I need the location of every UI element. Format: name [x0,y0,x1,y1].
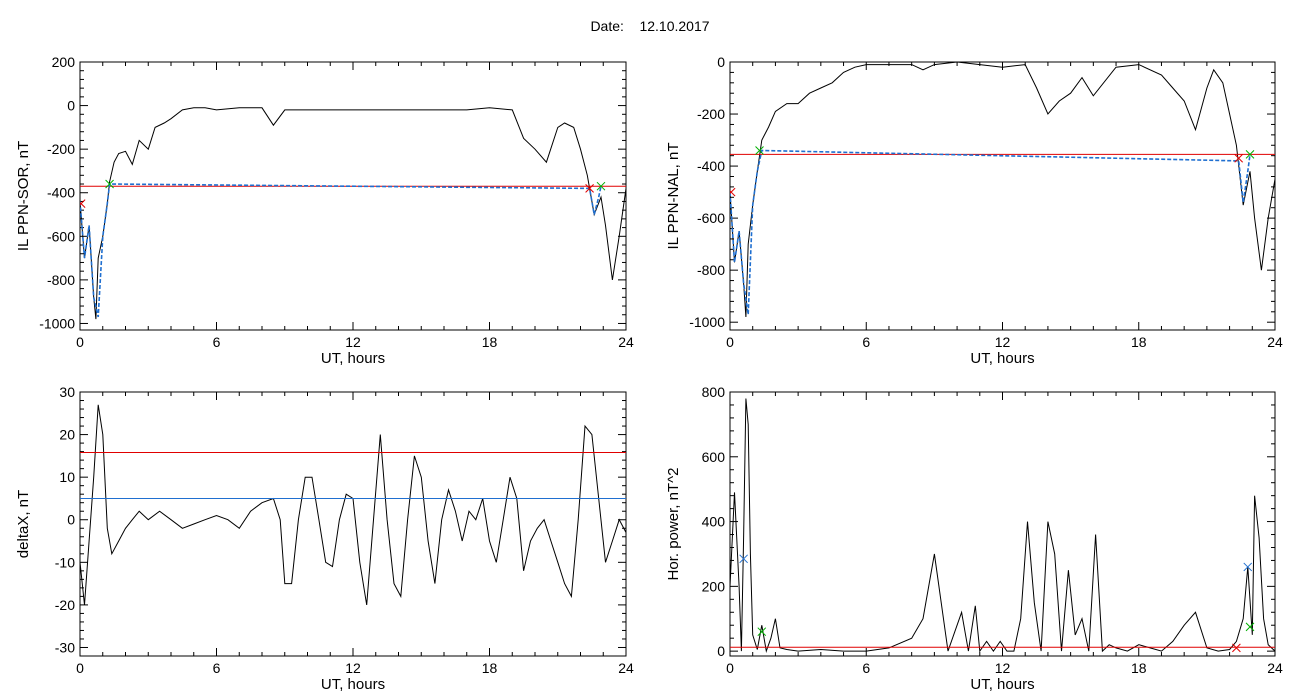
series-line-blue [80,183,602,318]
x-tick-label: 12 [995,660,1011,676]
y-tick-label: -200 [697,106,725,122]
marker-x-green [757,627,767,637]
chart-panel-tl: 0 6 12 18 24 200 0 -200 -400 -600 -800 -1000 UT, hou… [15,54,634,367]
marker-x-blue [1243,562,1253,572]
y-tick-label: 200 [52,54,76,70]
y-tick-label: 0 [717,54,725,70]
x-tick-label: 18 [482,334,498,350]
x-axis-label: UT, hours [970,350,1034,367]
x-tick-label: 12 [995,334,1011,350]
chart-panel-br: 0 6 12 18 24 800 600 400 200 0 UT, hours Hor. power… [665,384,1283,693]
y-tick-label: 600 [702,449,726,465]
marker-x-blue [739,554,748,564]
y-tick-label: -600 [697,210,725,226]
y-tick-label: -20 [55,597,75,613]
y-tick-label: 800 [702,384,726,400]
x-tick-label: 12 [345,334,361,350]
x-axis-label: UT, hours [970,676,1034,693]
y-axis-label: deltaX, nT [15,490,32,558]
x-tick-label: 24 [618,334,634,350]
x-tick-label: 0 [726,660,734,676]
date-label: Date: [590,18,624,34]
x-tick-label: 18 [1131,334,1147,350]
series-line-black [80,107,626,320]
marker-x-red [730,187,736,197]
x-tick-label: 12 [345,660,361,676]
x-tick-label: 0 [726,334,734,350]
marker-x-red [585,184,594,193]
x-tick-label: 18 [1131,660,1147,676]
series-line-black [80,404,626,605]
marker-x-green [1245,150,1255,159]
chart-panel-tr: 0 6 12 18 24 0 -200 -400 -600 -800 -1000 UT, hours I… [665,54,1283,367]
y-tick-label: -800 [47,272,75,288]
plot-frame [79,391,627,657]
y-tick-label: -200 [47,141,75,157]
plot-area [730,62,1275,318]
x-tick-label: 6 [213,660,221,676]
x-tick-label: 6 [862,660,870,676]
marker-x-red [1232,643,1241,653]
y-tick-label: -30 [55,639,75,655]
marker-x-green [596,181,606,191]
plot-area [80,107,626,320]
y-tick-label: 200 [702,578,726,594]
x-tick-label: 0 [76,660,84,676]
chart-panel-bl: 0 6 12 18 24 30 20 10 0 -10 -20 -30 UT, hours deltaX,… [15,384,634,693]
plot-frame [79,61,627,331]
y-tick-label: 0 [717,643,725,659]
y-tick-label: -800 [697,262,725,278]
x-axis-label: UT, hours [321,350,385,367]
y-tick-label: 20 [59,427,75,443]
plot-frame [729,391,1276,657]
y-tick-label: 400 [702,514,726,530]
x-axis-label: UT, hours [321,676,385,693]
x-tick-label: 24 [1267,334,1283,350]
x-tick-label: 24 [618,660,634,676]
marker-x-green [755,146,764,155]
y-tick-label: -1000 [39,315,75,331]
y-tick-label: -1000 [689,314,725,330]
plot-area [730,398,1275,654]
y-tick-label: -10 [55,554,75,570]
plot-frame [729,61,1276,331]
x-tick-label: 24 [1267,660,1283,676]
y-tick-label: -400 [47,185,75,201]
y-tick-label: 30 [59,384,75,400]
plot-area [80,404,626,605]
x-tick-label: 6 [213,334,221,350]
marker-x-green [105,179,114,189]
series-line-black [730,398,1275,654]
y-tick-label: 0 [67,512,75,528]
y-axis-label: Hor. power, nT^2 [665,468,682,581]
y-axis-label: IL PPN-SOR, nT [15,141,32,251]
series-line-blue [730,149,1251,315]
marker-x-red [1234,153,1244,163]
y-tick-label: -400 [697,158,725,174]
marker-x-red [80,199,86,208]
x-tick-label: 18 [482,660,498,676]
y-tick-label: 10 [59,469,75,485]
marker-x-green [1245,622,1255,632]
y-axis-label: IL PPN-NAL, nT [665,143,682,250]
series-line-black [730,62,1275,318]
y-tick-label: -600 [47,228,75,244]
x-tick-label: 6 [862,334,870,350]
x-tick-label: 0 [76,334,84,350]
figure-header: Date: 12.10.2017 [0,18,1300,34]
date-value: 12.10.2017 [639,18,710,34]
y-tick-label: 0 [67,98,75,114]
